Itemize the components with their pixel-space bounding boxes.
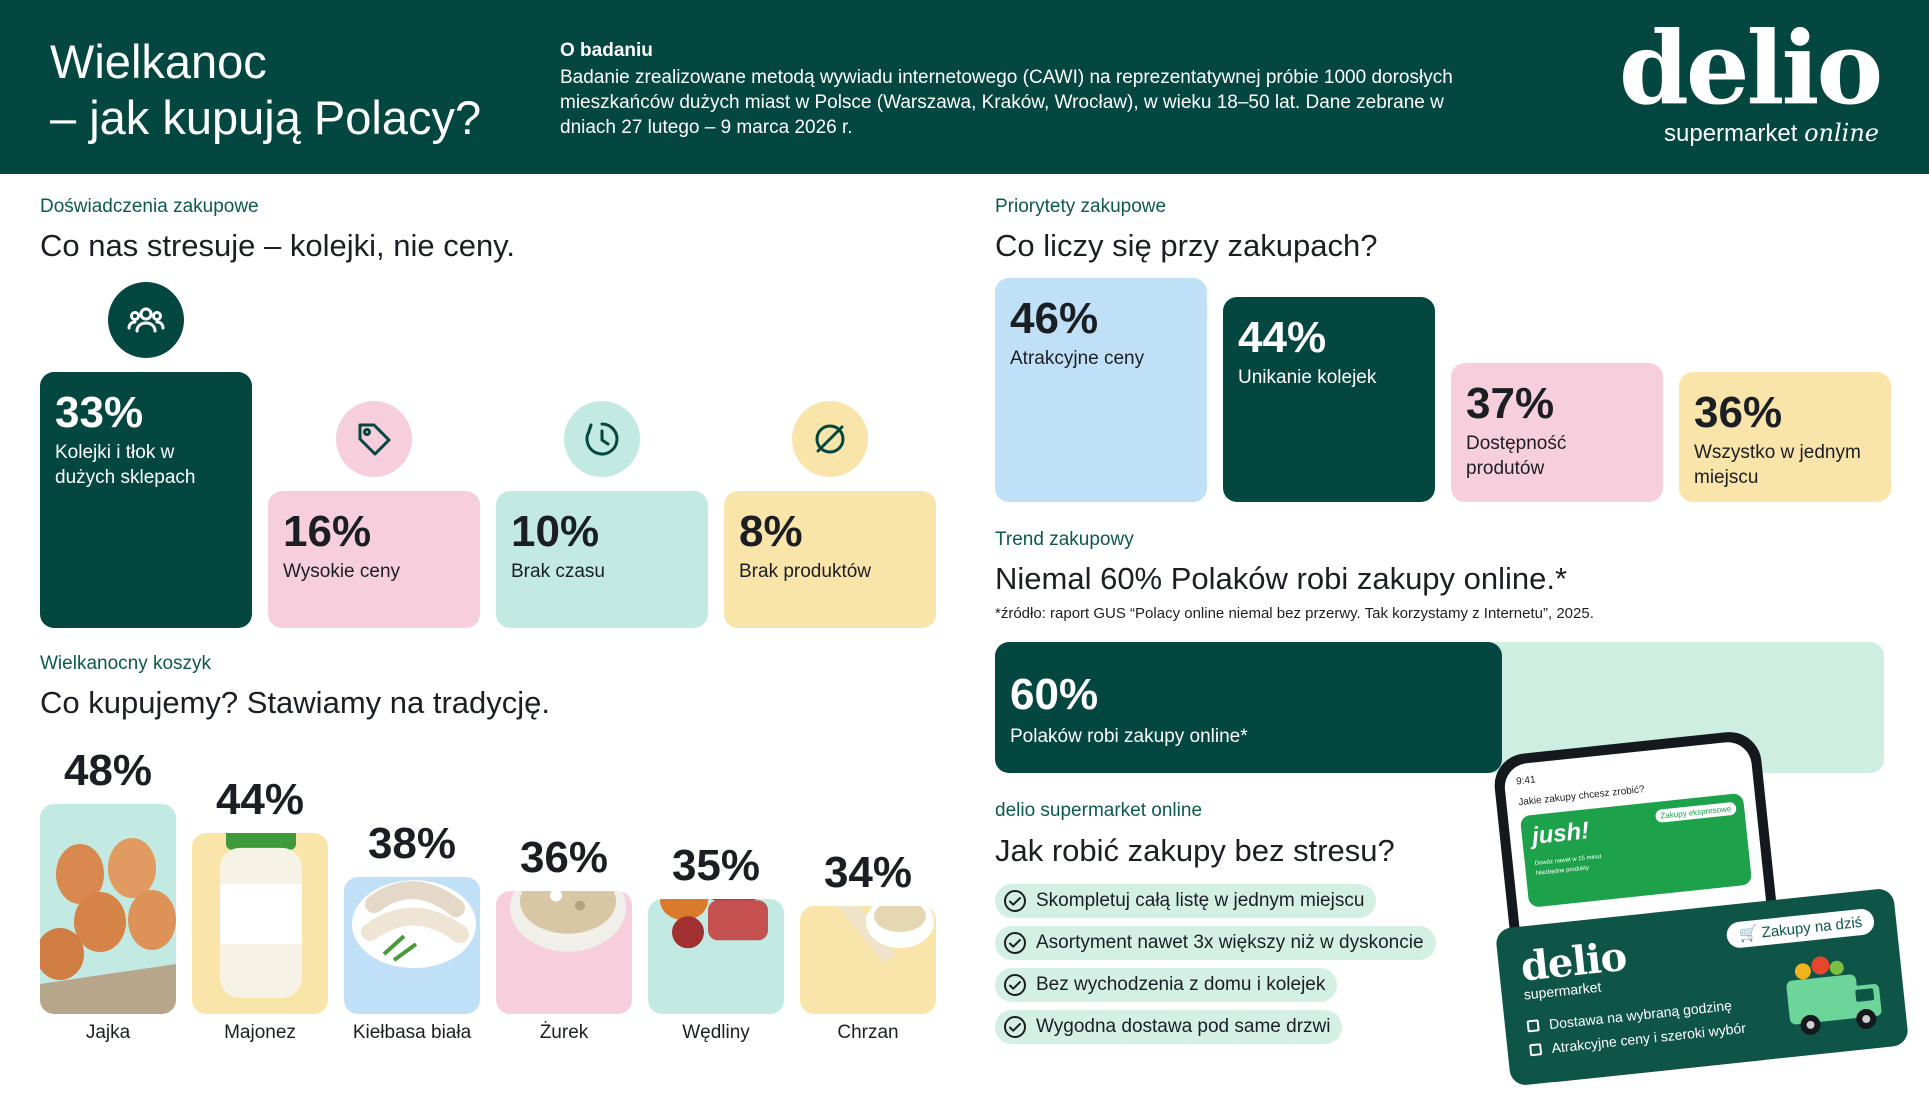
basket-category-label: Jajka — [85, 1022, 131, 1043]
unavailable-icon — [792, 401, 868, 477]
phone-jush-card: jush! Zakupy ekspresowe Dowóz nawet w 15… — [1519, 792, 1753, 908]
basket-value-label: 36% — [519, 833, 609, 883]
clock-icon — [564, 401, 640, 477]
trend-title: Niemal 60% Polaków robi zakupy online.* — [995, 561, 1568, 596]
basket-value-label: 44% — [215, 775, 305, 825]
tip-text: Asortyment nawet 3x większy niż w dyskon… — [1036, 932, 1424, 953]
basket-category-label: Żurek — [539, 1022, 589, 1043]
basket-item-illustration — [660, 898, 768, 948]
stress-bar: 16% Wysokie ceny — [268, 491, 480, 628]
stress-title: Co nas stresuje – kolejki, nie ceny. — [40, 228, 515, 263]
study-heading: O badaniu — [560, 40, 653, 61]
basket-bar — [496, 891, 632, 1014]
check-circle-icon — [1004, 1016, 1026, 1038]
priority-category-label: Dostępność produtów — [1466, 432, 1567, 479]
priority-bar: 44% Unikanie kolejek — [1223, 296, 1435, 502]
study-text: Badanie zrealizowane metodą wywiadu inte… — [560, 67, 1453, 138]
priority-bar: 46% Atrakcyjne ceny — [995, 278, 1207, 502]
people-icon — [108, 282, 184, 358]
priority-bar: 37% Dostępność produtów — [1451, 362, 1663, 502]
check-circle-icon — [1004, 974, 1026, 996]
stress-category-label: Kolejki i tłok w dużych sklepach — [55, 442, 196, 488]
check-circle-icon — [1004, 932, 1026, 954]
price-tag-icon — [336, 401, 412, 477]
calendar-icon — [1526, 1019, 1540, 1033]
trend-value-label: 60% — [1010, 670, 1099, 719]
priority-category-label: Wszystko w jednym miejscu — [1694, 442, 1861, 488]
basket-bar — [800, 906, 936, 1014]
basket-item-illustration — [352, 879, 476, 968]
stress-bar: 8% Brak produktów — [724, 491, 936, 628]
basket-value-label: 35% — [671, 840, 761, 890]
stress-value-label: 8% — [739, 507, 803, 556]
trend-source-note: *źródło: raport GUS “Polacy online niema… — [995, 605, 1594, 622]
basket-category-label: Chrzan — [837, 1022, 899, 1043]
basket-item-illustration — [837, 906, 934, 964]
priority-category-label: Atrakcyjne ceny — [1010, 348, 1145, 369]
basket-item-illustration — [510, 891, 626, 952]
page-title-line1: Wielkanoc — [50, 35, 267, 88]
priority-category-label: Unikanie kolejek — [1238, 366, 1377, 388]
header: Wielkanoc – jak kupują Polacy? O badaniu… — [0, 0, 1929, 174]
tip-text: Bez wychodzenia z domu i kolejek — [1036, 974, 1326, 995]
logo-sub-text: supermarket — [1664, 120, 1798, 147]
page-title: Wielkanoc – jak kupują Polacy? — [50, 34, 481, 146]
tip-item: Asortyment nawet 3x większy niż w dyskon… — [995, 926, 1436, 960]
stress-value-label: 33% — [55, 388, 144, 437]
stress-value-label: 16% — [283, 507, 372, 556]
basket-bar — [192, 833, 328, 1014]
basket-item-illustration — [220, 833, 302, 998]
priorities-eyebrow: Priorytety zakupowe — [995, 196, 1167, 217]
priority-value-label: 37% — [1466, 378, 1555, 428]
tip-item: Skompletuj całą listę w jednym miejscu — [995, 884, 1377, 918]
delio-logo: delio supermarket online — [1619, 9, 1883, 147]
basket-category-label: Wędliny — [682, 1022, 750, 1043]
priority-value-label: 36% — [1694, 388, 1783, 437]
promo-card: delio supermarket 🛒 Zakupy na dziś Dosta… — [1494, 887, 1910, 1087]
trend-eyebrow: Trend zakupowy — [995, 529, 1134, 550]
tip-item: Wygodna dostawa pod same drzwi — [995, 1010, 1343, 1044]
basket-category-label: Majonez — [224, 1022, 296, 1043]
tip-text: Wygodna dostawa pod same drzwi — [1036, 1016, 1331, 1037]
stress-bar: 10% Brak czasu — [496, 491, 708, 628]
basket-bar — [648, 898, 784, 1014]
stress-category-label: Brak produktów — [739, 561, 872, 582]
basket-icon — [1529, 1043, 1543, 1057]
tips-eyebrow: delio supermarket online — [995, 800, 1203, 821]
basket-value-label: 34% — [823, 848, 913, 897]
basket-value-label: 48% — [63, 746, 153, 795]
tips-title: Jak robić zakupy bez stresu? — [995, 833, 1395, 868]
basket-title: Co kupujemy? Stawiamy na tradycję. — [40, 685, 551, 720]
tip-item: Bez wychodzenia z domu i kolejek — [995, 968, 1338, 1002]
basket-category-label: Kiełbasa biała — [352, 1022, 472, 1043]
stress-eyebrow: Doświadczenia zakupowe — [40, 196, 259, 217]
stress-category-label: Brak czasu — [511, 561, 605, 582]
priority-value-label: 44% — [1238, 312, 1327, 362]
study-info: O badaniu Badanie zrealizowane metodą wy… — [560, 38, 1460, 140]
trend-category-label: Polaków robi zakupy online* — [1010, 726, 1248, 747]
delivery-van-icon — [1786, 956, 1882, 1035]
basket-item-illustration — [40, 838, 176, 1014]
basket-bar — [40, 804, 176, 1014]
stress-category-label: Wysokie ceny — [283, 561, 401, 582]
logo-sub-italic: online — [1804, 119, 1879, 147]
basket-bar — [344, 876, 480, 1014]
logo-word: delio — [1619, 9, 1883, 127]
check-circle-icon — [1004, 890, 1026, 912]
tip-text: Skompletuj całą listę w jednym miejscu — [1036, 890, 1365, 911]
trend-bar-fill: 60% Polaków robi zakupy online* — [995, 642, 1502, 773]
page-title-line2: – jak kupują Polacy? — [50, 91, 482, 144]
stress-value-label: 10% — [511, 507, 600, 556]
priority-bar: 36% Wszystko w jednym miejscu — [1679, 372, 1891, 502]
basket-value-label: 38% — [367, 818, 457, 868]
stress-bar: 33% Kolejki i tłok w dużych sklepach — [40, 372, 252, 628]
priorities-title: Co liczy się przy zakupach? — [995, 228, 1378, 263]
priority-value-label: 46% — [1010, 294, 1099, 343]
logo-subtitle: supermarket online — [1619, 120, 1879, 147]
cart-icon: 🛒 — [1738, 924, 1759, 944]
basket-eyebrow: Wielkanocny koszyk — [40, 653, 212, 674]
